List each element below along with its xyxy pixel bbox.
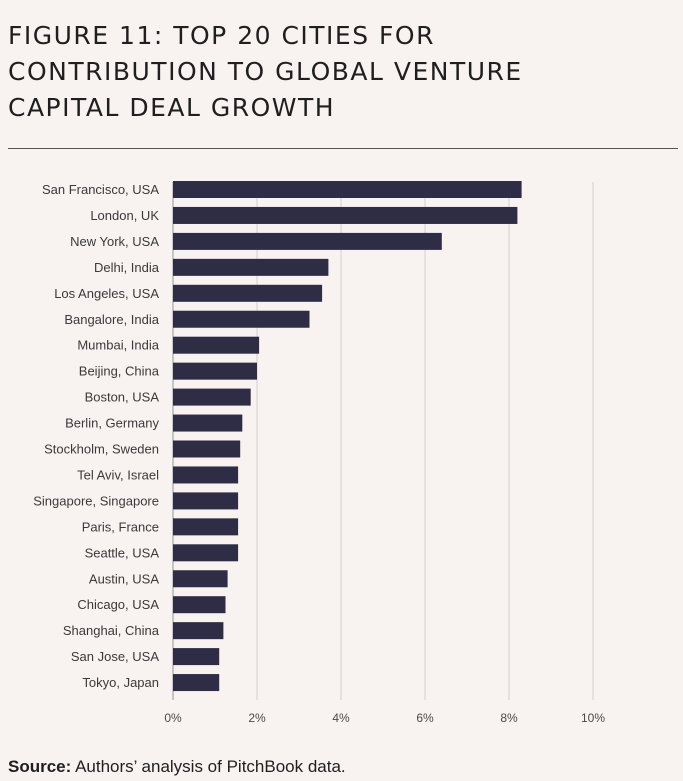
x-tick-label: 10%: [581, 711, 605, 725]
bar: [173, 414, 243, 432]
bar: [173, 232, 442, 250]
category-label: Mumbai, India: [77, 338, 159, 353]
source-label: Source:: [8, 757, 72, 776]
category-label: Delhi, India: [94, 260, 160, 275]
source-note: Source: Authors’ analysis of PitchBook d…: [8, 757, 346, 777]
category-label: Berlin, Germany: [65, 416, 159, 431]
category-label: London, UK: [90, 208, 159, 223]
x-tick-label: 4%: [332, 711, 350, 725]
category-label: Chicago, USA: [77, 597, 159, 612]
bar: [173, 596, 226, 614]
bar: [173, 181, 522, 198]
chart-title: FIGURE 11: TOP 20 CITIES FOR CONTRIBUTIO…: [8, 18, 668, 126]
category-label: Stockholm, Sweden: [44, 442, 159, 457]
bar: [173, 258, 329, 276]
bar: [173, 674, 220, 692]
bar: [173, 362, 257, 380]
x-tick-label: 6%: [416, 711, 434, 725]
category-label: Bangalore, India: [64, 312, 159, 327]
bar: [173, 570, 228, 588]
title-divider: [8, 148, 678, 149]
x-tick-label: 2%: [248, 711, 266, 725]
bar: [173, 518, 239, 536]
title-line-1: FIGURE 11: TOP 20 CITIES FOR: [8, 21, 435, 50]
title-line-2: CONTRIBUTION TO GLOBAL VENTURE: [8, 57, 523, 86]
bar: [173, 284, 323, 302]
title-line-3: CAPITAL DEAL GROWTH: [8, 93, 336, 122]
source-text: Authors’ analysis of PitchBook data.: [71, 757, 346, 776]
category-label: Seattle, USA: [85, 545, 160, 560]
bar: [173, 648, 220, 666]
bar: [173, 388, 251, 406]
category-label: Tel Aviv, Israel: [77, 467, 159, 482]
x-tick-label: 0%: [164, 711, 182, 725]
category-label: Tokyo, Japan: [82, 675, 159, 690]
category-label: San Jose, USA: [71, 649, 159, 664]
category-label: San Francisco, USA: [42, 182, 159, 197]
bar-chart: 0% 2% 4% 6% 8% 10% San Francisco, USA London, U…: [33, 181, 605, 725]
category-label: Singapore, Singapore: [33, 493, 159, 508]
category-label: Los Angeles, USA: [54, 286, 159, 301]
category-label: Beijing, China: [79, 364, 160, 379]
bar: [173, 336, 260, 354]
category-label: New York, USA: [70, 234, 159, 249]
bar: [173, 310, 310, 328]
bar: [173, 466, 239, 484]
bar: [173, 622, 224, 640]
bar: [173, 492, 239, 510]
category-label: Paris, France: [82, 519, 159, 534]
bar: [173, 544, 239, 562]
x-tick-label: 8%: [500, 711, 518, 725]
bar: [173, 440, 241, 458]
category-label: Shanghai, China: [63, 623, 160, 638]
category-label: Boston, USA: [85, 390, 160, 405]
bar: [173, 206, 518, 224]
category-label: Austin, USA: [89, 571, 159, 586]
